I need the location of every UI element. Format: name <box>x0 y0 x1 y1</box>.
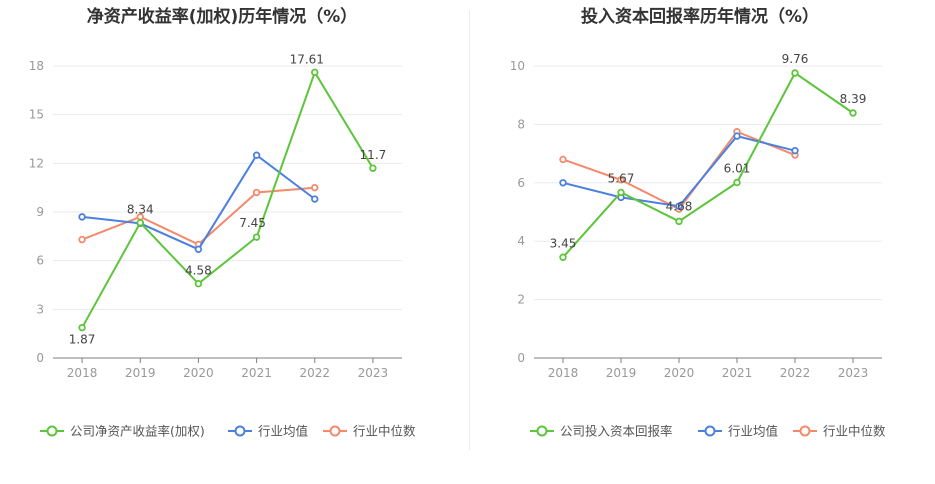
x-tick-label: 2023 <box>838 366 869 380</box>
legend-marker <box>799 425 811 437</box>
y-tick-label: 6 <box>517 176 525 190</box>
x-tick-label: 2022 <box>780 366 811 380</box>
x-tick-label: 2020 <box>664 366 695 380</box>
chart-title: 净资产收益率(加权)历年情况（%） <box>87 6 358 27</box>
x-tick-label: 2021 <box>241 366 272 380</box>
legend-label: 行业均值 <box>728 424 778 439</box>
data-label: 7.45 <box>239 216 266 230</box>
data-label: 5.67 <box>608 171 635 185</box>
data-point <box>849 109 857 117</box>
data-point <box>311 183 319 192</box>
series-line <box>81 186 315 246</box>
data-point <box>617 176 625 184</box>
data-point <box>252 151 261 159</box>
data-point <box>675 217 683 226</box>
legend-item-3: 行业中位数 <box>793 424 886 439</box>
x-tick-label: 2023 <box>358 366 389 380</box>
legend-label: 行业均值 <box>258 424 308 439</box>
data-label: 17.61 <box>290 52 324 66</box>
x-tick-label: 2022 <box>299 366 330 380</box>
series-3 <box>78 183 319 249</box>
legend-item-1: 公司投入资本回报率 <box>530 424 673 439</box>
y-tick-label: 15 <box>29 108 44 122</box>
data-label: 4.58 <box>185 264 212 278</box>
data-point <box>675 202 683 210</box>
series-line <box>81 69 374 329</box>
chart-title: 投入资本回报率历年情况（%） <box>581 6 819 27</box>
y-tick-label: 9 <box>36 205 44 219</box>
legend-item-1: 公司净资产收益率(加权) <box>40 424 205 439</box>
y-tick-label: 3 <box>36 302 44 316</box>
legend-marker <box>536 425 548 437</box>
y-tick-label: 4 <box>517 234 525 248</box>
legend-label: 行业中位数 <box>823 424 886 439</box>
legend-item-2: 行业均值 <box>228 424 308 439</box>
data-point <box>733 178 741 187</box>
data-point <box>136 219 144 227</box>
data-point <box>559 155 567 164</box>
data-point <box>194 245 203 254</box>
legend-label: 行业中位数 <box>353 424 416 439</box>
x-tick-label: 2019 <box>125 366 156 380</box>
x-tick-label: 2021 <box>722 366 753 380</box>
series-line <box>562 130 796 211</box>
data-point <box>78 235 86 244</box>
data-label: 4.68 <box>666 199 693 213</box>
series-line <box>562 71 854 258</box>
x-tick-label: 2019 <box>606 366 637 380</box>
panel-divider <box>469 10 470 450</box>
legend-item-3: 行业中位数 <box>323 424 416 439</box>
chart-panel-1: 净资产收益率(加权)历年情况（%） 0 3 6 9 12 15 18 2018 2019 2020 2… <box>29 6 416 439</box>
data-point <box>559 179 567 187</box>
legend-label: 公司净资产收益率(加权) <box>70 424 205 439</box>
data-point <box>78 213 86 221</box>
legend-marker <box>234 425 246 437</box>
data-point <box>311 68 319 77</box>
legend-item-2: 行业均值 <box>698 424 778 439</box>
data-label: 11.7 <box>360 148 387 162</box>
data-point <box>559 253 567 261</box>
data-point <box>791 146 799 155</box>
y-tick-label: 0 <box>36 351 44 365</box>
data-point <box>311 195 319 203</box>
y-tick-label: 8 <box>517 117 525 131</box>
data-point <box>252 188 261 197</box>
chart-panel-2: 投入资本回报率历年情况（%） 0 2 4 6 8 10 2018 2019 2020 2021 202… <box>510 6 886 439</box>
y-tick-label: 10 <box>510 59 525 73</box>
y-tick-label: 0 <box>517 351 525 365</box>
data-point <box>369 164 377 172</box>
data-point <box>617 188 625 197</box>
data-point <box>252 233 261 241</box>
legend-marker <box>704 425 716 437</box>
series-1 <box>559 69 857 261</box>
data-point <box>733 132 741 140</box>
data-label: 3.45 <box>550 236 577 250</box>
legend-marker <box>46 425 58 437</box>
data-point <box>78 323 86 332</box>
data-label: 9.76 <box>782 52 809 66</box>
x-tick-label: 2018 <box>548 366 579 380</box>
data-label: 8.39 <box>840 92 867 106</box>
y-tick-label: 2 <box>517 293 525 307</box>
data-label: 1.87 <box>69 333 96 347</box>
data-label: 8.34 <box>127 203 154 217</box>
data-label: 6.01 <box>724 162 751 176</box>
x-tick-label: 2020 <box>183 366 214 380</box>
y-tick-label: 18 <box>29 59 44 73</box>
y-tick-label: 6 <box>36 254 44 268</box>
legend-label: 公司投入资本回报率 <box>560 424 673 439</box>
legend-marker <box>329 425 341 437</box>
data-point <box>791 69 799 77</box>
y-tick-label: 12 <box>29 156 44 170</box>
data-point <box>194 280 203 288</box>
x-tick-label: 2018 <box>67 366 98 380</box>
series-1 <box>78 68 377 332</box>
